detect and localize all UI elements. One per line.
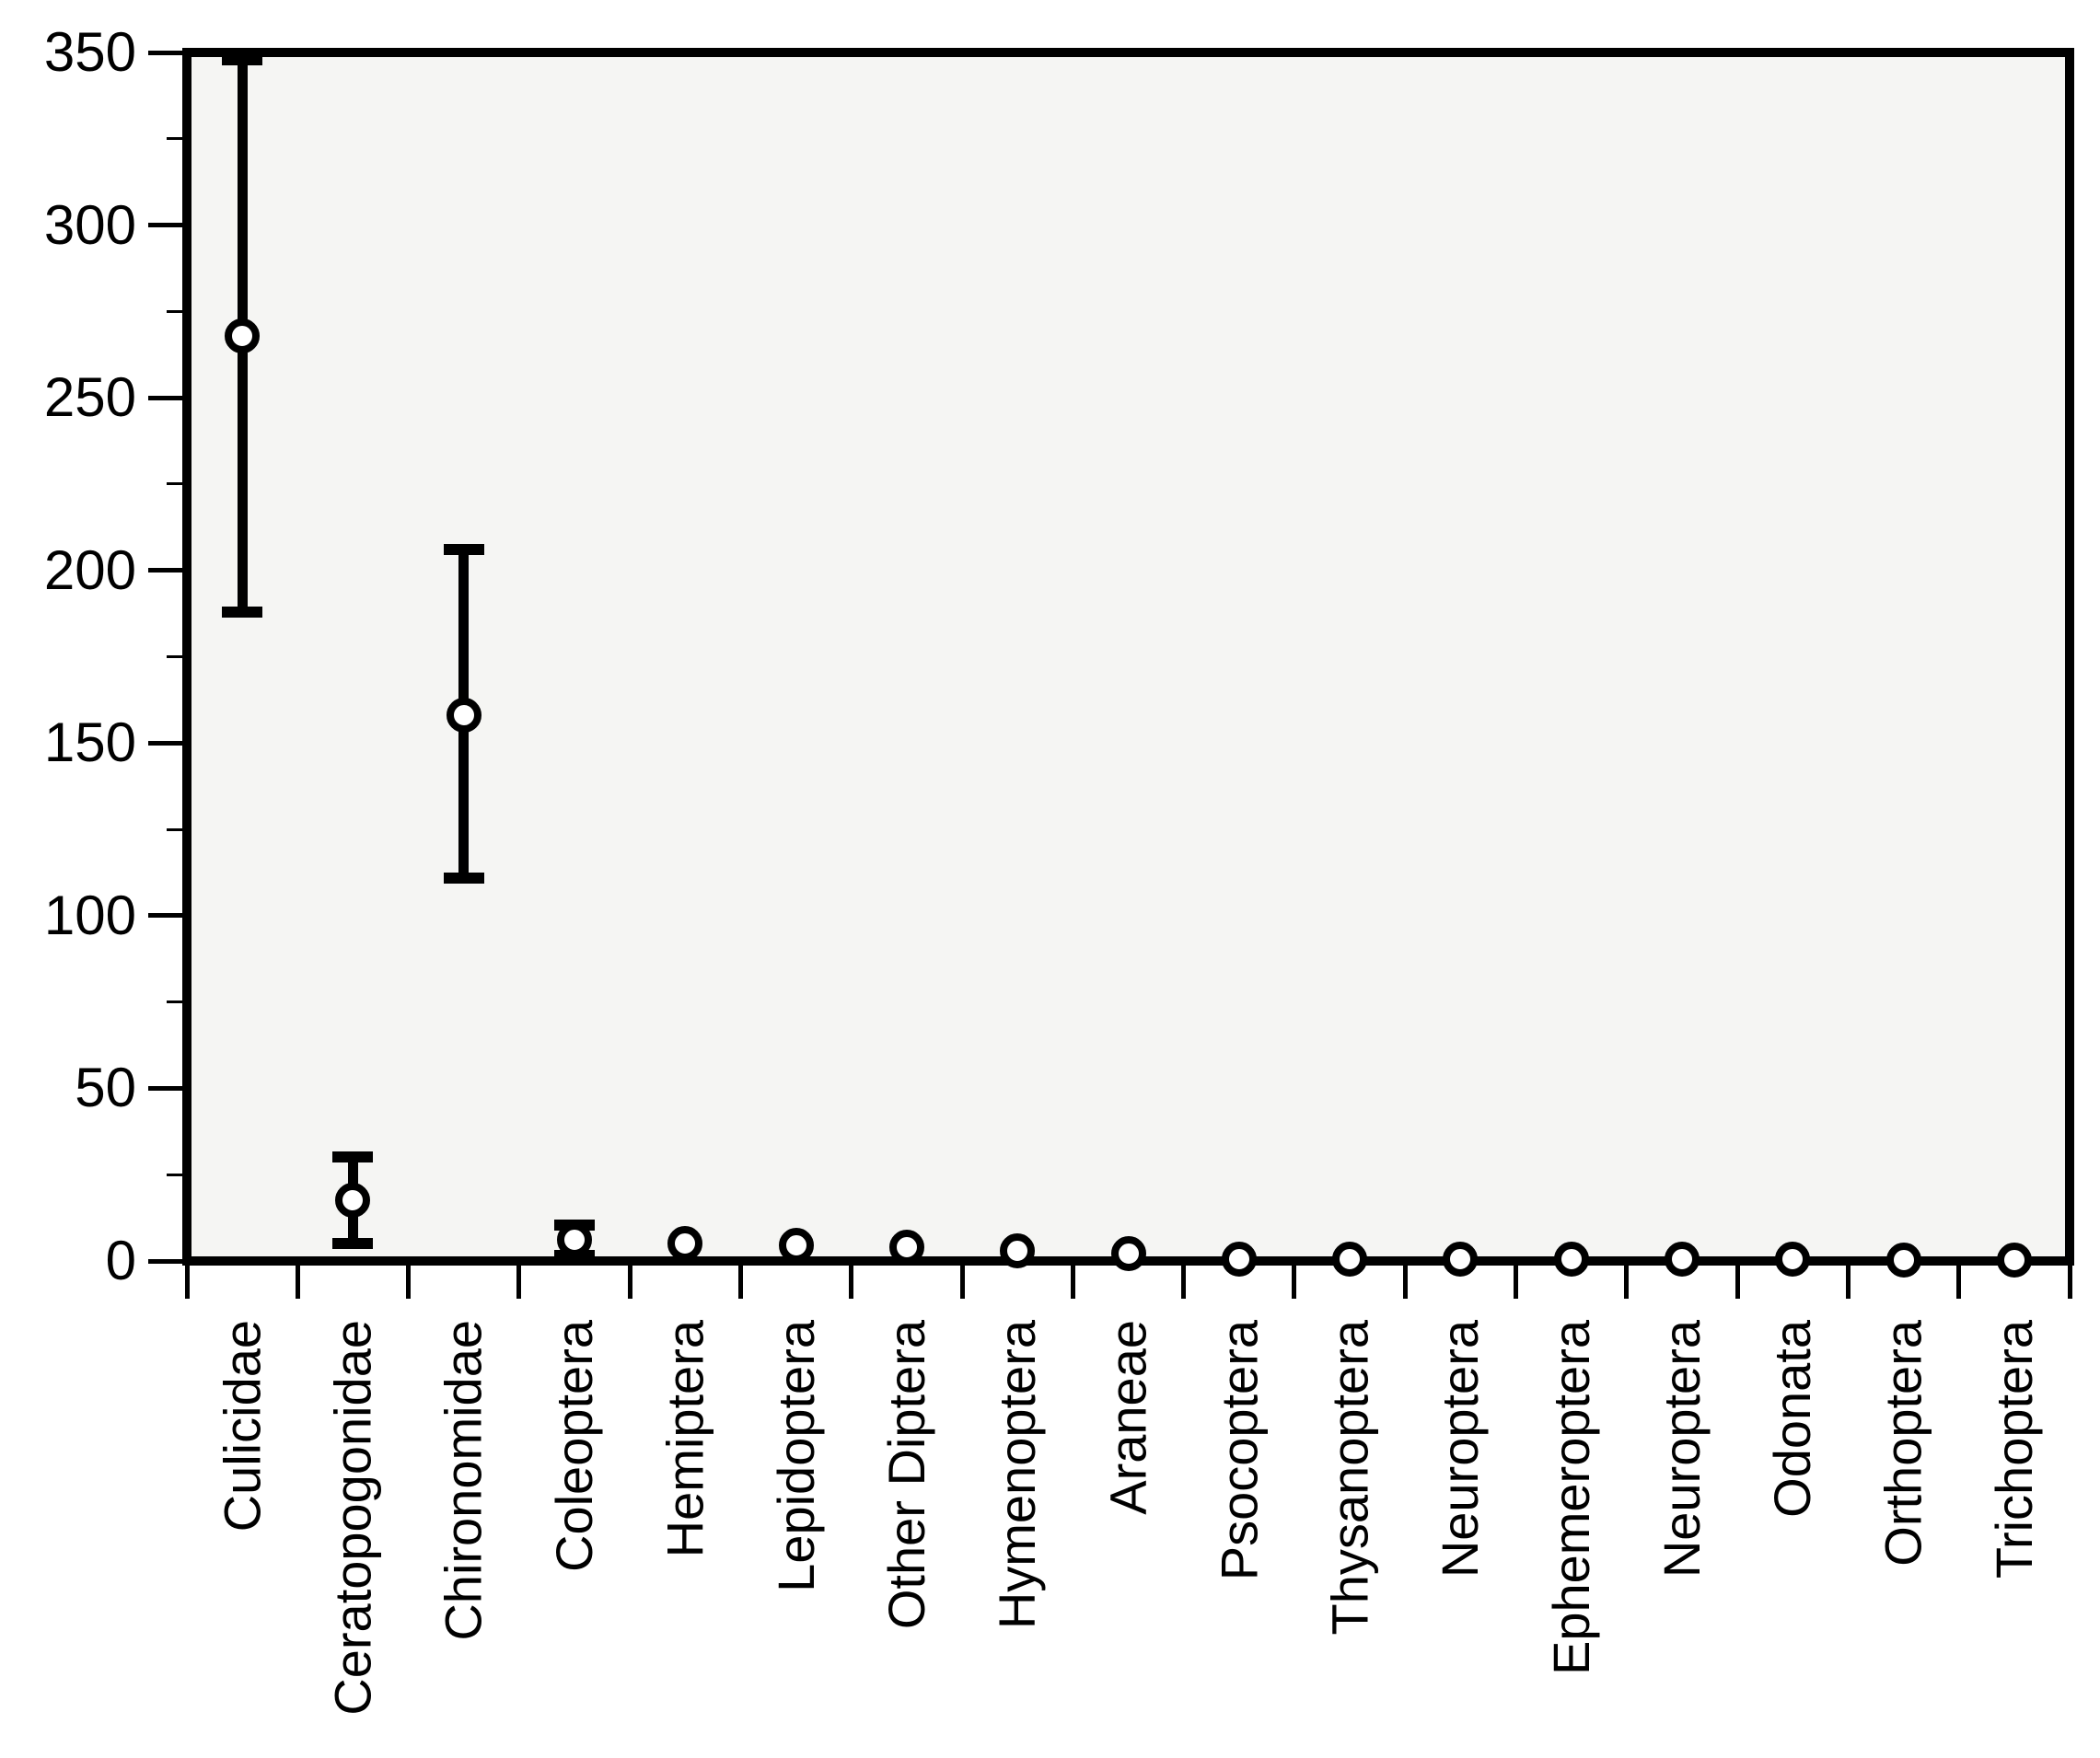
category-label: Hymenoptera	[988, 1320, 1047, 1630]
x-axis-tick	[516, 1266, 522, 1299]
error-bar-cap-top	[332, 1151, 374, 1163]
category-label: Culicidae	[213, 1320, 272, 1532]
error-bar-cap-bottom	[222, 606, 263, 618]
category-label: Orthoptera	[1874, 1320, 1932, 1567]
y-axis-major-tick	[148, 395, 185, 400]
x-axis-tick	[1624, 1266, 1630, 1299]
category-label: Araneae	[1098, 1320, 1157, 1515]
data-point-marker	[888, 1229, 924, 1265]
x-axis-tick	[2067, 1266, 2072, 1299]
data-point-marker	[1885, 1242, 1921, 1278]
data-point-marker	[1221, 1242, 1257, 1278]
data-point-marker	[557, 1222, 593, 1258]
data-point-marker	[1332, 1242, 1368, 1278]
x-axis-tick	[184, 1266, 190, 1299]
data-point-marker	[225, 318, 261, 353]
x-axis-tick	[959, 1266, 965, 1299]
y-axis-tick-label: 0	[105, 1230, 136, 1291]
category-label: Lepidoptera	[766, 1320, 825, 1592]
category-label: Other Diptera	[876, 1320, 935, 1630]
data-point-marker	[1443, 1242, 1479, 1278]
data-point-marker	[1775, 1242, 1811, 1278]
category-label: Thysanoptera	[1320, 1320, 1379, 1636]
x-axis-tick	[1292, 1266, 1297, 1299]
data-point-marker	[1996, 1242, 2032, 1278]
y-axis-minor-tick	[167, 137, 186, 141]
category-label: Psocoptera	[1209, 1320, 1268, 1581]
x-axis-tick	[849, 1266, 854, 1299]
x-axis-tick	[406, 1266, 412, 1299]
x-axis-tick	[737, 1266, 743, 1299]
y-axis-minor-tick	[167, 309, 186, 313]
y-axis-major-tick	[148, 50, 185, 55]
x-axis-tick	[1735, 1266, 1740, 1299]
x-axis-tick	[1070, 1266, 1075, 1299]
y-axis-tick-label: 200	[43, 538, 136, 601]
category-label: Ceratopogonidae	[323, 1320, 382, 1716]
y-axis-minor-tick	[167, 655, 186, 658]
y-axis-major-tick	[148, 568, 185, 573]
category-label: Neuroptera	[1431, 1320, 1490, 1579]
category-label: Neuroptera	[1652, 1320, 1711, 1579]
data-point-marker	[446, 698, 481, 734]
y-axis-minor-tick	[167, 482, 186, 486]
y-axis-major-tick	[148, 223, 185, 228]
data-point-marker	[778, 1228, 814, 1264]
y-axis-major-tick	[148, 1085, 185, 1091]
category-label: Ephemeroptera	[1541, 1320, 1600, 1676]
x-axis-tick	[295, 1266, 300, 1299]
category-label: Trichoptera	[1984, 1320, 2043, 1579]
x-axis-tick	[1956, 1266, 1962, 1299]
error-bar-cap-bottom	[443, 872, 484, 884]
error-bar-cap-bottom	[332, 1238, 374, 1250]
y-axis-tick-label: 100	[43, 884, 136, 946]
x-axis-tick	[627, 1266, 632, 1299]
category-label: Odonata	[1763, 1320, 1822, 1518]
error-bar-cap-top	[443, 544, 484, 556]
error-bar-cap-top	[222, 53, 263, 65]
y-axis-minor-tick	[167, 1173, 186, 1176]
x-axis-tick	[1514, 1266, 1519, 1299]
y-axis-minor-tick	[167, 827, 186, 831]
category-label: Coleoptera	[545, 1320, 604, 1572]
data-point-marker	[1110, 1236, 1146, 1272]
y-axis-major-tick	[148, 740, 185, 746]
data-point-marker	[1553, 1242, 1589, 1278]
y-axis-tick-label: 150	[43, 711, 136, 774]
y-axis-tick-label: 350	[43, 21, 136, 83]
x-axis-tick	[1181, 1266, 1187, 1299]
y-axis-tick-label: 300	[43, 193, 136, 256]
data-point-marker	[1000, 1232, 1036, 1268]
data-point-marker	[335, 1183, 371, 1219]
plot-area	[182, 48, 2074, 1266]
category-label: Hemiptera	[656, 1320, 714, 1558]
x-axis-tick	[1845, 1266, 1851, 1299]
y-axis-minor-tick	[167, 1000, 186, 1004]
data-point-marker	[1664, 1242, 1700, 1278]
y-axis-tick-label: 250	[43, 366, 136, 429]
data-point-marker	[667, 1226, 703, 1262]
y-axis-major-tick	[148, 913, 185, 919]
category-label: Chironomidae	[434, 1320, 493, 1641]
y-axis-tick-label: 50	[75, 1057, 136, 1119]
y-axis-major-tick	[148, 1258, 185, 1264]
x-axis-tick	[1402, 1266, 1408, 1299]
